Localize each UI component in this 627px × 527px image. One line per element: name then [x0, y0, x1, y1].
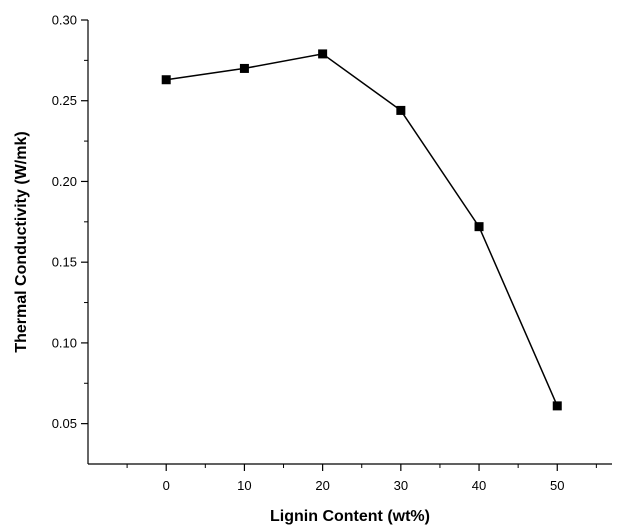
x-tick-label: 20 — [315, 478, 329, 493]
x-tick-label: 10 — [237, 478, 251, 493]
data-point — [474, 222, 484, 232]
y-tick-label: 0.20 — [52, 174, 77, 189]
x-axis-title: Lignin Content (wt%) — [270, 508, 430, 525]
y-tick-label: 0.10 — [52, 335, 77, 350]
y-tick-label: 0.05 — [52, 416, 77, 431]
data-point — [318, 49, 328, 59]
x-tick-label: 50 — [550, 478, 564, 493]
y-tick-label: 0.30 — [52, 13, 77, 28]
x-tick-label: 30 — [394, 478, 408, 493]
y-axis-title: Thermal Conductivity (W/mk) — [13, 131, 30, 352]
x-tick-label: 0 — [163, 478, 170, 493]
data-point — [239, 63, 249, 73]
data-point — [552, 401, 562, 411]
markers — [161, 49, 562, 411]
data-point — [396, 105, 406, 115]
ticks — [81, 19, 597, 471]
axes — [87, 20, 612, 465]
y-tick-label: 0.15 — [52, 255, 77, 270]
tick-labels: 0.05 0.10 0.15 0.20 0.25 0.30 0 10 20 30 40 50 — [52, 13, 565, 494]
series-line — [166, 53, 558, 407]
y-tick-label: 0.25 — [52, 93, 77, 108]
data-point — [161, 75, 171, 85]
x-tick-label: 40 — [472, 478, 486, 493]
